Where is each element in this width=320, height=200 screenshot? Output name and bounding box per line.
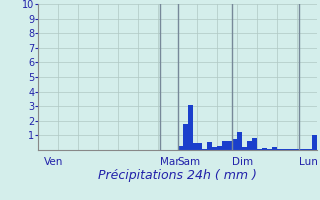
Text: Précipitations 24h ( mm ): Précipitations 24h ( mm ) [98, 169, 257, 182]
Bar [188, 105, 193, 150]
Bar [232, 139, 237, 150]
Bar [302, 149, 307, 150]
Bar [203, 149, 207, 150]
Bar [183, 124, 188, 150]
Text: Ven: Ven [44, 157, 63, 167]
Bar [307, 149, 312, 150]
Bar [222, 141, 227, 150]
Bar [197, 143, 203, 150]
Bar [297, 149, 302, 150]
Bar [178, 146, 183, 150]
Bar [282, 149, 287, 150]
Bar [217, 146, 222, 150]
Text: Sam: Sam [178, 157, 201, 167]
Bar [257, 149, 262, 150]
Bar [267, 149, 272, 150]
Bar [287, 149, 292, 150]
Bar [247, 141, 252, 150]
Bar [207, 142, 212, 150]
Text: Mar: Mar [159, 157, 179, 167]
Bar [212, 147, 217, 150]
Bar [193, 143, 197, 150]
Bar [272, 147, 277, 150]
Bar [312, 135, 317, 150]
Bar [237, 132, 242, 150]
Bar [252, 138, 257, 150]
Text: Lun: Lun [299, 157, 317, 167]
Bar [262, 148, 267, 150]
Bar [242, 147, 247, 150]
Bar [227, 141, 232, 150]
Bar [292, 149, 297, 150]
Text: Dim: Dim [232, 157, 253, 167]
Bar [277, 149, 282, 150]
